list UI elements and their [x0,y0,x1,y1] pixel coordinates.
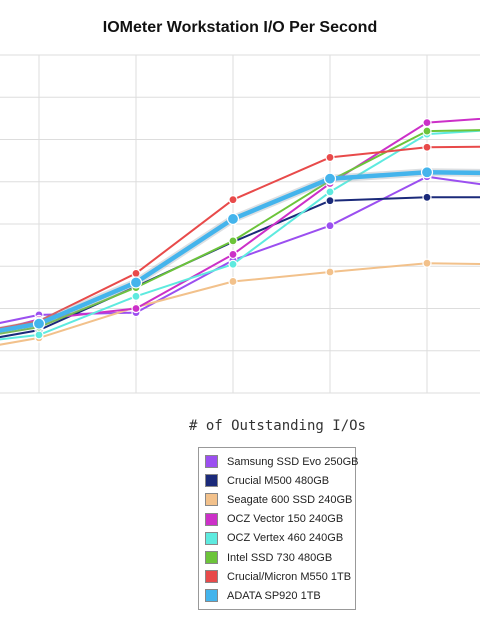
legend-label: ADATA SP920 1TB [227,589,321,602]
data-point [129,276,143,289]
series-lines [0,117,480,346]
legend-item: OCZ Vector 150 240GB [199,510,355,529]
data-point [422,192,432,202]
data-point [34,330,44,340]
data-point [228,276,238,287]
chart-title: IOMeter Workstation I/O Per Second [102,19,378,36]
grid [0,54,480,394]
legend-item: Samsung SSD Evo 250GB [199,452,359,471]
legend-item: OCZ Vertex 460 240GB [199,529,355,548]
data-point [422,258,432,268]
data-point [325,152,335,163]
legend-swatch [205,570,218,584]
legend-item: Seagate 600 SSD 240GB [199,490,355,509]
series-7 [0,166,480,335]
x-axis-title: # of Outstanding I/Os [188,418,366,434]
data-point [32,317,46,330]
legend-label: Crucial M500 480GB [227,474,330,487]
legend-item: Crucial M500 480GB [199,471,355,490]
data-point [420,166,434,179]
legend-swatch [205,589,218,603]
data-point [228,195,238,205]
legend-item: Crucial/Micron M550 1TB [199,567,355,586]
legend-item: Intel SSD 730 480GB [199,548,355,567]
legend-swatch [205,551,218,565]
data-point [323,172,337,185]
data-point [422,142,432,152]
legend-label: OCZ Vertex 460 240GB [227,532,344,545]
legend-swatch [205,493,218,507]
legend: Samsung SSD Evo 250GB Crucial M500 480GB S… [198,447,359,610]
data-point [422,117,432,128]
legend-label: Crucial/Micron M550 1TB [227,570,352,583]
data-point [228,236,238,246]
plot-area: 2481632 [0,54,480,394]
data-point [228,259,238,269]
legend-label: OCZ Vector 150 240GB [227,513,344,526]
data-point [325,187,335,197]
data-point [228,249,238,260]
data-point [325,196,335,206]
data-point [131,303,141,314]
data-point [131,291,141,301]
data-point [325,267,335,277]
legend-swatch [205,512,218,526]
legend-label: Intel SSD 730 480GB [227,551,333,564]
legend-swatch [205,531,218,545]
legend-item: ADATA SP920 1TB [199,586,355,605]
legend-swatch [205,455,218,469]
legend-label: Samsung SSD Evo 250GB [227,455,359,468]
data-point [325,221,335,231]
legend-label: Seagate 600 SSD 240GB [227,493,353,506]
data-point [422,126,432,136]
legend-swatch [205,474,218,488]
data-point [226,212,240,226]
